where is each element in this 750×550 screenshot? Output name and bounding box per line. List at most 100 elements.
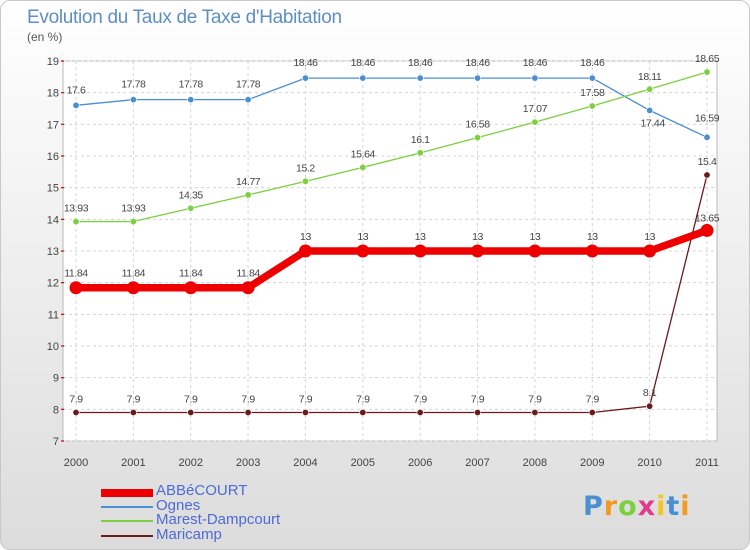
x-tick-label: 2002 bbox=[178, 457, 202, 469]
data-label-marest-dampcourt: 13.93 bbox=[121, 203, 146, 215]
data-label-maricamp: 7.9 bbox=[413, 394, 427, 406]
data-label-maricamp: 7.9 bbox=[241, 394, 255, 406]
data-label-marest-dampcourt: 16.1 bbox=[411, 134, 430, 146]
data-point-abbecourt bbox=[700, 223, 714, 237]
data-label-maricamp: 7.9 bbox=[528, 394, 542, 406]
data-point-ognes bbox=[244, 96, 252, 104]
logo-letter: o bbox=[618, 491, 638, 522]
data-label-abbecourt: 13 bbox=[357, 231, 368, 243]
chart-unit-label: (en %) bbox=[27, 30, 63, 44]
data-point-abbecourt bbox=[643, 244, 657, 258]
data-label-marest-dampcourt: 14.35 bbox=[179, 189, 204, 201]
data-label-abbecourt: 13 bbox=[644, 231, 655, 243]
x-tick-label: 2010 bbox=[637, 457, 661, 469]
data-point-ognes bbox=[646, 106, 654, 114]
data-point-maricamp bbox=[244, 408, 252, 416]
data-point-ognes bbox=[359, 74, 367, 82]
logo-letter: i bbox=[680, 491, 691, 522]
data-point-marest-dampcourt bbox=[416, 149, 424, 157]
data-point-abbecourt bbox=[298, 244, 312, 258]
data-point-maricamp bbox=[187, 408, 195, 416]
data-point-ognes bbox=[129, 96, 137, 104]
series-line-ognes bbox=[75, 77, 708, 138]
data-point-maricamp bbox=[301, 408, 309, 416]
data-label-abbecourt: 11.84 bbox=[179, 268, 203, 280]
data-label-marest-dampcourt: 18.11 bbox=[638, 71, 662, 83]
data-point-maricamp bbox=[646, 402, 654, 410]
chart-title: Evolution du Taux de Taxe d'Habitation bbox=[27, 7, 342, 28]
data-label-maricamp: 7.9 bbox=[356, 394, 370, 406]
data-point-marest-dampcourt bbox=[72, 218, 80, 226]
y-tick-label: 16 bbox=[47, 151, 59, 163]
data-label-marest-dampcourt: 17.07 bbox=[523, 103, 548, 115]
data-point-maricamp bbox=[129, 408, 137, 416]
data-label-marest-dampcourt: 15.64 bbox=[351, 148, 376, 160]
x-tick-label: 2009 bbox=[580, 457, 604, 469]
data-point-abbecourt bbox=[241, 281, 255, 295]
data-point-abbecourt bbox=[585, 244, 599, 258]
data-point-ognes bbox=[416, 74, 424, 82]
legend-label-abbecourt: ABBéCOURT bbox=[156, 482, 248, 499]
data-point-ognes bbox=[301, 74, 309, 82]
data-label-maricamp: 8.1 bbox=[643, 387, 657, 399]
data-point-marest-dampcourt bbox=[474, 134, 482, 142]
data-point-ognes bbox=[474, 74, 482, 82]
data-label-ognes: 18.46 bbox=[523, 57, 548, 69]
data-label-maricamp: 7.9 bbox=[127, 394, 141, 406]
data-point-marest-dampcourt bbox=[703, 68, 711, 76]
data-label-marest-dampcourt: 16.58 bbox=[465, 119, 490, 131]
x-tick-label: 2004 bbox=[293, 457, 317, 469]
x-tick-label: 2006 bbox=[408, 457, 432, 469]
data-label-abbecourt: 11.84 bbox=[64, 268, 88, 280]
data-label-ognes: 18.46 bbox=[465, 57, 490, 69]
data-label-ognes: 18.46 bbox=[293, 57, 318, 69]
data-point-maricamp bbox=[531, 408, 539, 416]
data-label-abbecourt: 13.65 bbox=[695, 212, 720, 224]
data-point-marest-dampcourt bbox=[531, 118, 539, 126]
logo-letter: t bbox=[666, 491, 681, 522]
data-point-marest-dampcourt bbox=[301, 177, 309, 185]
data-label-marest-dampcourt: 15.2 bbox=[296, 162, 315, 174]
data-point-ognes bbox=[72, 101, 80, 109]
y-tick-label: 15 bbox=[47, 183, 59, 195]
x-tick-label: 2007 bbox=[465, 457, 489, 469]
data-point-ognes bbox=[588, 74, 596, 82]
data-label-abbecourt: 13 bbox=[300, 231, 311, 243]
series-line-maricamp bbox=[75, 174, 708, 414]
legend-swatch-maricamp bbox=[101, 534, 153, 537]
x-tick-label: 2000 bbox=[64, 457, 88, 469]
data-point-maricamp bbox=[72, 408, 80, 416]
data-point-ognes bbox=[531, 74, 539, 82]
data-point-maricamp bbox=[359, 408, 367, 416]
data-point-marest-dampcourt bbox=[359, 163, 367, 171]
legend-label-marest-dampcourt: Marest-Dampcourt bbox=[156, 511, 281, 528]
data-point-abbecourt bbox=[471, 244, 485, 258]
data-label-maricamp: 7.9 bbox=[471, 394, 485, 406]
data-label-maricamp: 7.9 bbox=[184, 394, 198, 406]
data-label-maricamp: 7.9 bbox=[299, 394, 313, 406]
data-label-marest-dampcourt: 18.65 bbox=[695, 53, 720, 65]
legend-swatch-marest-dampcourt bbox=[101, 520, 153, 522]
y-tick-label: 7 bbox=[53, 436, 59, 448]
data-label-maricamp: 15.4 bbox=[698, 156, 717, 168]
data-point-maricamp bbox=[588, 408, 596, 416]
y-tick-label: 14 bbox=[47, 214, 59, 226]
data-point-marest-dampcourt bbox=[244, 191, 252, 199]
data-label-ognes: 17.6 bbox=[67, 84, 86, 96]
data-point-ognes bbox=[703, 133, 711, 141]
x-tick-label: 2005 bbox=[351, 457, 375, 469]
data-label-ognes: 17.78 bbox=[179, 79, 204, 91]
data-label-ognes: 17.44 bbox=[640, 117, 665, 129]
data-point-marest-dampcourt bbox=[187, 204, 195, 212]
data-label-marest-dampcourt: 13.93 bbox=[64, 203, 89, 215]
logo-letter: P bbox=[583, 491, 604, 522]
data-label-maricamp: 7.9 bbox=[586, 394, 600, 406]
data-label-ognes: 18.46 bbox=[408, 57, 433, 69]
data-point-marest-dampcourt bbox=[646, 85, 654, 93]
y-tick-label: 12 bbox=[47, 278, 59, 290]
x-tick-label: 2001 bbox=[121, 457, 145, 469]
logo-letter: i bbox=[656, 491, 667, 522]
legend-label-ognes: Ognes bbox=[156, 496, 201, 514]
